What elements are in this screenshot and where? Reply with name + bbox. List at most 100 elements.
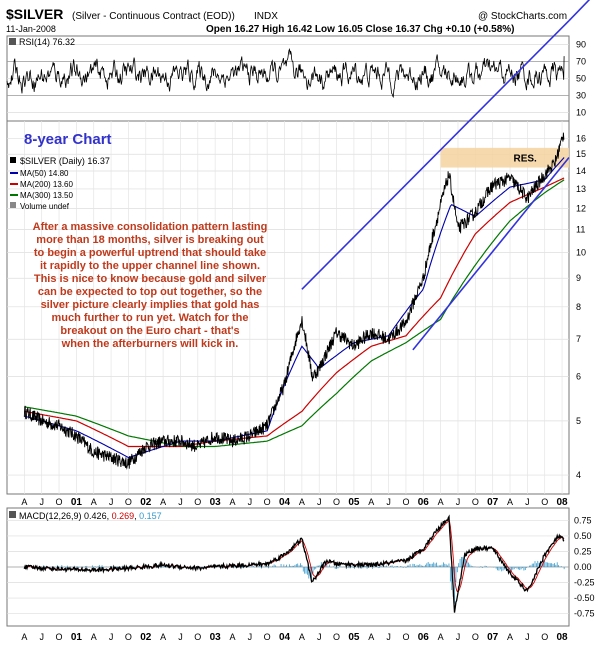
x-tick-label: A [229,497,235,507]
x-tick-label-bottom: O [56,632,63,642]
x-tick-label-bottom: O [194,632,201,642]
x-tick-label-bottom: A [229,632,235,642]
instrument-name: (Silver - Continuous Contract (EOD)) [72,11,235,22]
ohlc: Open 16.27 High 16.42 Low 16.05 Close 16… [206,24,514,35]
resistance-band [440,147,569,168]
rsi-marker-icon [9,38,16,45]
annotation-line-6: can be expected to top out together, so … [38,286,262,298]
macd-tick-label: -0.75 [574,609,595,619]
macd-tick-label: -0.50 [574,593,595,603]
x-tick-label: A [21,497,27,507]
price-tick-label: 13 [576,184,586,194]
date: 11-Jan-2008 [6,24,56,34]
x-tick-label: 08 [556,497,568,508]
x-tick-label: J [178,497,183,507]
legend-price: $SILVER (Daily) 16.37 [20,156,110,166]
x-tick-label-bottom: O [264,632,271,642]
macd-ticks: -0.75 -0.50 -0.25 0.00 0.25 0.50 0.75 [574,515,595,618]
x-tick-label: J [456,497,461,507]
rsi-tick-label: 70 [576,57,586,67]
x-tick-label-bottom: O [125,632,132,642]
annotation-line-8: much further to run yet. Watch for the [52,312,249,324]
price-tick-label: 15 [576,149,586,159]
legend-volume: Volume undef [20,202,70,211]
x-tick-label: O [333,497,340,507]
rsi-line [6,48,565,99]
annotation-line-4: it rapidly to the upper channel line sho… [40,260,260,272]
x-tick-label-bottom: J [525,632,530,642]
x-tick-label: 03 [210,497,222,508]
resistance-label: RES. [513,154,537,165]
x-tick-label-bottom: A [91,632,97,642]
x-tick-label: O [56,497,63,507]
x-tick-label-bottom: A [299,632,305,642]
rsi-tick-label: 50 [576,74,586,84]
channel-lines [301,0,591,351]
x-tick-label-bottom: A [160,632,166,642]
macd-tick-label: 0.75 [574,515,592,525]
watermark: @ StockCharts.com [478,11,567,22]
x-tick-label: 06 [418,497,430,508]
annotation-line-10: when the afterburners will kick in. [61,338,239,350]
x-tick-label-bottom: J [317,632,322,642]
chart-title: 8-year Chart [24,131,112,148]
price-tick-label: 16 [576,134,586,144]
price-tick-label: 11 [576,225,585,235]
channel-line-extension [568,0,591,22]
x-tick-label: O [541,497,548,507]
macd-label: MACD(12,26,9) 0.426, 0.269, 0.157 [19,511,162,521]
annotation-line-9: breakout on the Euro chart - that's [60,325,239,337]
x-tick-label-bottom: A [507,632,513,642]
x-tick-label: 01 [71,497,83,508]
macd-tick-label: 0.25 [574,546,592,556]
price-grid [7,121,569,494]
x-tick-label: J [39,497,44,507]
x-tick-label: A [438,497,444,507]
x-tick-label: 05 [348,497,360,508]
price-tick-label: 9 [576,273,581,283]
series-line-2 [24,177,565,448]
macd-tick-label: 0.50 [574,531,592,541]
annotation: After a massive consolidation pattern la… [33,221,268,350]
x-tick-label-bottom: O [402,632,409,642]
x-tick-label-bottom: 01 [71,632,83,643]
price-tick-label: 7 [576,334,581,344]
x-tick-label-bottom: A [438,632,444,642]
x-tick-label: 07 [487,497,499,508]
x-tick-label: O [402,497,409,507]
annotation-line-5: This is nice to know because gold and si… [34,273,267,285]
x-tick-label-bottom: O [333,632,340,642]
x-tick-label: 02 [140,497,152,508]
rsi-label: RSI(14) 76.32 [19,37,75,47]
x-tick-label-bottom: 06 [418,632,430,643]
x-tick-label-bottom: 04 [279,632,291,643]
legend: $SILVER (Daily) 16.37 MA(50) 14.80 MA(20… [10,156,110,211]
rsi-tick-label: 90 [576,40,586,50]
series-line-0 [23,132,565,470]
volume-legend-icon [10,202,16,208]
legend-ma200: MA(200) 13.60 [20,180,73,189]
channel-line-0 [301,20,570,290]
x-tick-label-bottom: O [541,632,548,642]
x-ticks: A J O 01 A J O 02 A J O 03 A J O 04 A J O 05 A J O 06 A J O 07 A J O 08 [21,497,568,508]
price-tick-label: 8 [576,302,581,312]
price-tick-label: 6 [576,372,581,382]
x-tick-label-bottom: J [109,632,114,642]
x-tick-label-bottom: 07 [487,632,499,643]
x-tick-label: A [507,497,513,507]
x-tick-label-bottom: J [248,632,253,642]
macd-tick-label: 0.00 [574,562,592,572]
x-tick-label: A [299,497,305,507]
series-line-3 [24,179,565,448]
x-tick-label: J [386,497,391,507]
price-tick-label: 4 [576,470,581,480]
x-tick-label: 04 [279,497,291,508]
x-tick-label-bottom: O [472,632,479,642]
x-tick-label: A [368,497,374,507]
annotation-line-7: silver picture clearly implies that gold… [41,299,260,311]
exchange: INDX [254,11,278,22]
x-tick-label: J [525,497,530,507]
symbol: $SILVER [6,6,63,22]
